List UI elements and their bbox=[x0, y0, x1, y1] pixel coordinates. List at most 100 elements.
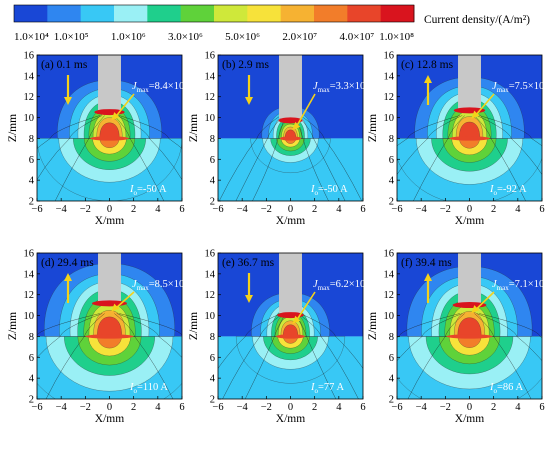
x-axis-label: X/mm bbox=[455, 413, 484, 425]
x-tick-label: −6 bbox=[31, 204, 42, 215]
flow-line bbox=[479, 313, 542, 338]
colorbar-tick-label: 3.0×10⁶ bbox=[168, 31, 203, 43]
flow-line bbox=[476, 115, 542, 175]
colorbar: 1.0×10⁴ 1.0×10⁵ 1.0×10⁶ 3.0×10⁶ 5.0×10⁶ 2.0×1… bbox=[13, 4, 530, 43]
y-tick-label: 14 bbox=[24, 71, 35, 82]
current-flow-lines bbox=[397, 115, 542, 201]
y-tick-label: 8 bbox=[210, 332, 215, 343]
plot-panel: −6 −4 −2 0 2 4 6 2 4 6 8 10 12 14 16 X/mm Z/mm (c) 12.8 m… bbox=[367, 51, 548, 228]
y-tick-label: 14 bbox=[384, 71, 395, 82]
plasma-contour bbox=[459, 121, 480, 139]
jmax-pointer bbox=[471, 291, 495, 314]
x-tick-label: −2 bbox=[80, 402, 91, 413]
x-tick-label: −4 bbox=[56, 402, 68, 413]
panel-time-label: (c) 12.8 ms bbox=[401, 59, 454, 71]
flow-line bbox=[219, 115, 281, 201]
field-layer bbox=[37, 253, 182, 399]
x-tick-label: 6 bbox=[360, 402, 365, 413]
x-tick-label: 6 bbox=[539, 204, 544, 215]
flow-line bbox=[476, 313, 542, 362]
flow-line bbox=[407, 313, 465, 399]
x-axis-label: X/mm bbox=[95, 413, 124, 425]
x-tick-label: 6 bbox=[539, 402, 544, 413]
colorbar-tick-label: 1.0×10⁴ bbox=[14, 31, 49, 43]
flow-line bbox=[244, 313, 286, 399]
plot-panel: −6 −4 −2 0 2 4 6 2 4 6 8 10 12 14 16 X/mm Z/mm (b) 2.9 ms… bbox=[188, 51, 369, 228]
field-layer bbox=[37, 55, 182, 201]
flow-line bbox=[114, 115, 165, 201]
colorbar-tick-label: 5.0×10⁶ bbox=[225, 31, 260, 43]
y-tick-label: 2 bbox=[210, 395, 215, 406]
flow-line bbox=[114, 313, 174, 399]
arc-core bbox=[85, 334, 134, 339]
flow-line bbox=[474, 313, 532, 399]
colorbar-tick-label: 1.0×10⁸ bbox=[379, 31, 414, 43]
colorbar-segment bbox=[180, 5, 215, 22]
x-tick-label: 2 bbox=[312, 402, 317, 413]
flow-line bbox=[235, 115, 284, 201]
y-tick-label: 10 bbox=[205, 311, 216, 322]
droplet bbox=[453, 107, 486, 114]
y-axis-label: Z/mm bbox=[7, 114, 19, 142]
x-tick-label: 0 bbox=[467, 402, 472, 413]
arc-core bbox=[90, 136, 129, 141]
panels: −6 −4 −2 0 2 4 6 2 4 6 8 10 12 14 16 X/mm Z/mm (a) 0.1 ms… bbox=[7, 51, 548, 426]
flow-line bbox=[119, 115, 182, 149]
y-tick-label: 4 bbox=[389, 176, 395, 187]
x-tick-label: 2 bbox=[131, 204, 136, 215]
y-tick-label: 6 bbox=[389, 353, 394, 364]
panel-time-label: (d) 29.4 ms bbox=[41, 257, 94, 269]
droplet bbox=[94, 109, 125, 116]
flow-line bbox=[479, 115, 542, 147]
x-tick-label: 0 bbox=[288, 204, 293, 215]
x-tick-label: −6 bbox=[391, 402, 402, 413]
colorbar-title: Current density/(A/m²) bbox=[424, 14, 530, 26]
current-label: Io=86 A bbox=[489, 382, 523, 395]
x-tick-label: −6 bbox=[212, 204, 223, 215]
flow-line bbox=[297, 115, 346, 201]
y-tick-label: 8 bbox=[29, 134, 34, 145]
y-tick-label: 4 bbox=[29, 374, 35, 385]
y-tick-label: 2 bbox=[389, 395, 394, 406]
flow-line bbox=[413, 115, 465, 201]
current-flow-lines bbox=[218, 313, 363, 399]
current-flow-lines bbox=[397, 313, 542, 399]
y-tick-label: 8 bbox=[389, 332, 394, 343]
jmax-pointer bbox=[292, 291, 316, 324]
y-tick-label: 10 bbox=[205, 113, 216, 124]
colorbar-segment bbox=[147, 5, 182, 22]
panel-time-label: (e) 36.7 ms bbox=[222, 257, 275, 269]
x-tick-label: 2 bbox=[131, 402, 136, 413]
y-tick-label: 16 bbox=[205, 249, 216, 260]
y-tick-label: 16 bbox=[205, 51, 216, 62]
y-tick-label: 14 bbox=[24, 269, 35, 280]
colorbar-tick-label: 4.0×10⁷ bbox=[339, 31, 374, 43]
x-tick-label: −6 bbox=[212, 402, 223, 413]
x-tick-label: 0 bbox=[107, 204, 112, 215]
jmax-label: Jmax=3.3×10⁷ bbox=[313, 81, 369, 94]
x-tick-label: −6 bbox=[391, 204, 402, 215]
flow-line bbox=[37, 115, 103, 180]
plot-panel: −6 −4 −2 0 2 4 6 2 4 6 8 10 12 14 16 X/mm Z/mm (a) 0.1 ms… bbox=[7, 51, 188, 228]
x-tick-label: 4 bbox=[155, 402, 161, 413]
field-layer bbox=[218, 55, 363, 201]
flow-line bbox=[116, 313, 182, 358]
x-tick-label: −2 bbox=[440, 402, 451, 413]
flow-line bbox=[119, 313, 182, 336]
x-tick-label: 4 bbox=[155, 204, 161, 215]
jmax-label: Jmax=8.5×10⁷ bbox=[132, 279, 188, 292]
flow-line bbox=[218, 313, 281, 369]
y-tick-label: 6 bbox=[29, 155, 34, 166]
flow-line bbox=[474, 115, 526, 201]
x-tick-label: 2 bbox=[491, 204, 496, 215]
colorbar-tick-label: 1.0×10⁶ bbox=[111, 31, 146, 43]
panel-time-label: (a) 0.1 ms bbox=[41, 59, 88, 71]
y-tick-label: 12 bbox=[24, 92, 35, 103]
x-tick-label: 4 bbox=[515, 402, 521, 413]
colorbar-segment bbox=[47, 5, 82, 22]
y-tick-label: 10 bbox=[24, 311, 35, 322]
direction-arrow bbox=[424, 75, 432, 105]
y-tick-label: 14 bbox=[205, 269, 216, 280]
y-axis-label: Z/mm bbox=[188, 114, 200, 142]
plot-panel: −6 −4 −2 0 2 4 6 2 4 6 8 10 12 14 16 X/mm Z/mm (f) 39.4 m… bbox=[367, 249, 548, 426]
